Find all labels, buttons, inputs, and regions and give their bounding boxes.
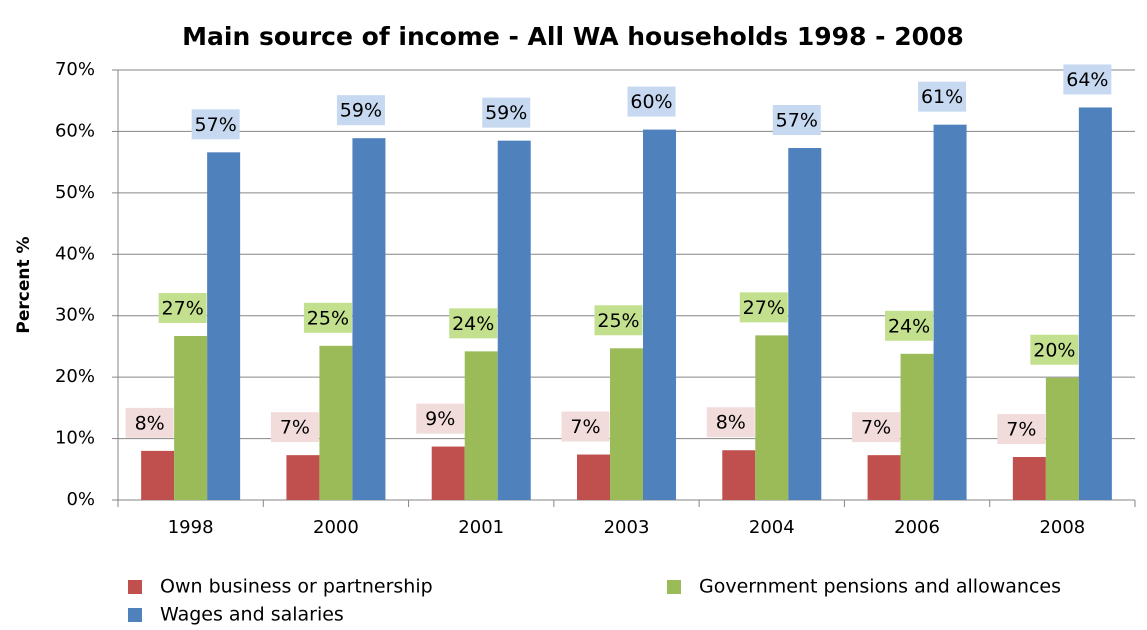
data-label: 25% [597,310,639,332]
bar [319,345,353,500]
bar [577,454,610,500]
data-label-box [158,292,207,323]
bar [788,148,822,500]
bar [643,129,676,501]
bar [286,455,320,500]
data-label-box [1030,334,1079,365]
data-label: 7% [280,417,310,439]
legend-swatch [128,608,142,622]
data-label: 24% [888,315,930,337]
data-label: 7% [861,417,891,439]
bar [867,455,901,500]
x-tick-label: 2000 [313,517,359,538]
data-label-box [852,412,901,443]
bar [464,351,498,500]
data-label-box [125,407,174,438]
legend-label: Government pensions and allowances [699,576,1061,598]
data-label-box [336,95,385,126]
bar [141,450,175,500]
data-label-box [416,403,465,434]
data-label-box [191,109,240,140]
data-label-box [706,407,755,438]
bar [174,335,208,500]
bar [933,124,967,501]
y-axis-title: Percent % [14,236,34,333]
x-tick-label: 2004 [749,517,795,538]
data-label-box [997,414,1046,444]
data-label-box [594,305,643,336]
bar [431,446,465,500]
chart-title: Main source of income - All WA household… [182,22,964,51]
y-tick-label: 50% [55,182,95,203]
legend-label: Wages and salaries [160,604,344,626]
data-label: 7% [570,416,600,438]
x-tick-label: 2003 [604,517,650,538]
data-label: 24% [452,313,494,335]
data-label: 59% [340,100,382,122]
data-label-box [449,308,498,339]
data-label: 9% [425,408,455,430]
data-label: 27% [162,297,204,319]
data-label: 60% [630,91,672,113]
data-label: 61% [921,86,963,108]
y-tick-label: 10% [55,428,95,449]
data-label: 7% [1006,419,1036,441]
data-label-box [1063,64,1112,95]
data-label: 25% [307,307,349,329]
data-label-box [885,310,934,341]
bar [352,138,386,500]
x-tick-label: 1998 [168,517,214,538]
data-label-box [772,105,821,136]
data-label: 20% [1033,339,1075,361]
x-tick-label: 2008 [1039,517,1085,538]
legend-swatch [667,580,681,594]
x-tick-label: 2006 [894,517,940,538]
bar [1078,107,1112,500]
bar [900,353,934,500]
data-label-box [270,412,319,443]
data-label-box [918,81,967,112]
bar [1012,457,1046,500]
data-label-box [739,292,788,323]
bar [1045,377,1079,500]
bar [722,450,756,500]
y-tick-label: 40% [55,243,95,264]
data-label-box [482,97,531,128]
bar [497,140,531,500]
data-label: 8% [135,412,165,434]
data-label: 8% [716,412,746,434]
bar [755,335,789,500]
data-label: 64% [1066,69,1108,91]
y-tick-label: 60% [55,120,95,141]
y-tick-label: 30% [55,305,95,326]
data-label: 59% [485,102,527,124]
y-tick-label: 70% [55,59,95,80]
y-tick-label: 20% [55,366,95,387]
legend-swatch [128,580,142,594]
legend-label: Own business or partnership [160,576,433,598]
data-label: 57% [776,110,818,132]
x-tick-label: 2001 [458,517,504,538]
data-label: 27% [743,297,785,319]
data-label-box [303,302,352,333]
data-label: 57% [195,114,237,136]
bar [207,152,241,501]
data-label-box [561,411,610,442]
bar [610,348,643,500]
data-label-box [627,86,676,117]
y-tick-label: 0% [66,489,95,510]
